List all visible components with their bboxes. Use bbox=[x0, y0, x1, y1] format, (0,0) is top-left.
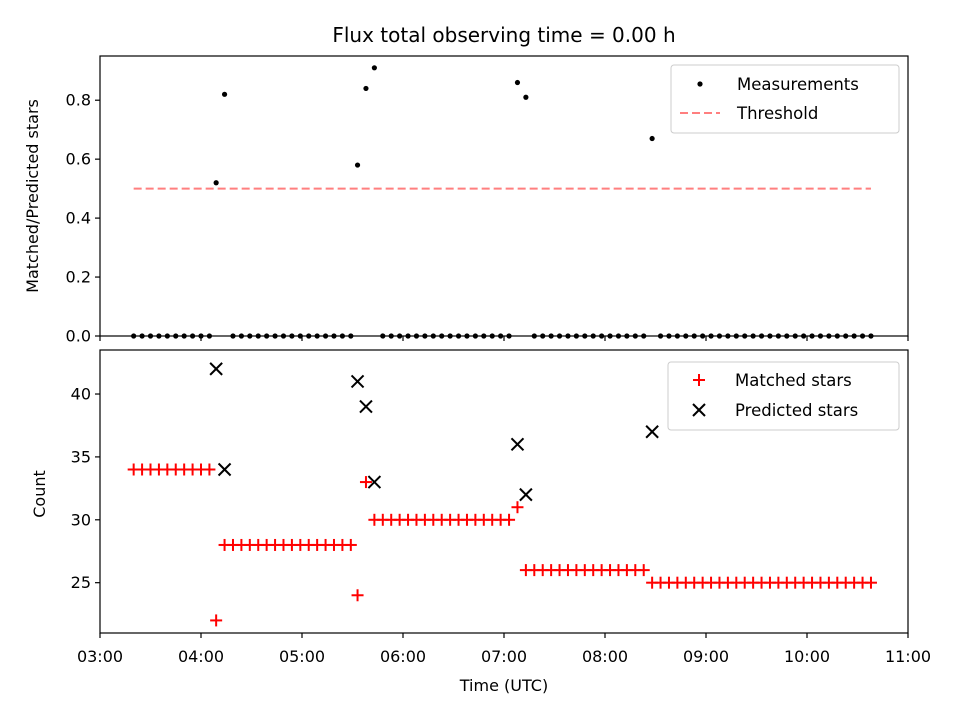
predicted-stars-point bbox=[367, 475, 382, 489]
bottom-legend-box bbox=[667, 361, 900, 431]
predicted-stars-point bbox=[645, 425, 659, 439]
x-tick-label: 10:00 bbox=[784, 647, 830, 666]
x-tick-label: 08:00 bbox=[582, 647, 628, 666]
legend-measurements-marker bbox=[697, 81, 703, 87]
top-legend: Measurements Threshold bbox=[670, 64, 900, 134]
measurement-point bbox=[514, 79, 521, 86]
x-tick-label: 11:00 bbox=[885, 647, 931, 666]
bottom-legend: Matched stars Predicted stars bbox=[667, 361, 900, 431]
measurement-point bbox=[221, 91, 228, 97]
bottom-marks bbox=[127, 362, 877, 627]
predicted-stars-point bbox=[217, 462, 232, 477]
matched-stars-point bbox=[864, 576, 877, 589]
top-y-axis-label: Matched/Predicted stars bbox=[23, 99, 42, 293]
top-y-tick-label: 0.4 bbox=[66, 209, 91, 228]
matched-stars-point bbox=[203, 463, 216, 476]
x-tick-label: 05:00 bbox=[279, 647, 325, 666]
top-panel: 0.00.20.40.60.8 Matched/Predicted stars … bbox=[23, 55, 909, 346]
matched-stars-point bbox=[210, 614, 223, 627]
matched-stars-point bbox=[359, 476, 372, 489]
top-legend-box bbox=[670, 64, 900, 134]
predicted-stars-point bbox=[510, 437, 525, 452]
predicted-stars-point bbox=[359, 399, 373, 414]
matched-stars-point bbox=[344, 538, 357, 551]
x-axis-label: Time (UTC) bbox=[459, 676, 548, 695]
legend-threshold-label: Threshold bbox=[736, 104, 818, 123]
legend-predicted-label: Predicted stars bbox=[735, 401, 858, 420]
predicted-stars-point bbox=[350, 374, 365, 389]
bottom-y-tick-label: 25 bbox=[71, 573, 91, 592]
legend-matched-marker bbox=[693, 374, 705, 386]
bottom-y-tick-label: 30 bbox=[71, 510, 91, 529]
x-tick-label: 09:00 bbox=[683, 647, 729, 666]
measurement-point bbox=[354, 162, 361, 168]
measurement-point bbox=[649, 135, 655, 142]
bottom-panel: 25 30 35 40 03:00 04:00 05:00 06:00 07:00 08:00 09… bbox=[30, 349, 931, 695]
bottom-ticks: 25 30 35 40 03:00 04:00 05:00 06:00 07:00 08:00 09… bbox=[71, 385, 931, 666]
x-tick-label: 06:00 bbox=[380, 647, 426, 666]
matched-stars-point bbox=[511, 501, 524, 514]
top-y-tick-label: 0.6 bbox=[66, 150, 91, 169]
x-tick-label: 03:00 bbox=[77, 647, 123, 666]
matched-stars-point bbox=[351, 589, 364, 602]
measurement-point bbox=[523, 94, 529, 100]
top-y-tick-label: 0.0 bbox=[66, 327, 91, 346]
top-y-tick-label: 0.8 bbox=[66, 91, 91, 110]
matched-stars-point bbox=[637, 564, 650, 577]
matched-stars-point bbox=[503, 513, 516, 526]
bottom-y-axis-label: Count bbox=[30, 470, 49, 518]
x-tick-label: 04:00 bbox=[178, 647, 224, 666]
measurement-point bbox=[213, 180, 219, 186]
x-tick-label: 07:00 bbox=[481, 647, 527, 666]
bottom-y-tick-label: 35 bbox=[71, 447, 91, 466]
predicted-stars-point bbox=[519, 487, 533, 502]
chart-title: Flux total observing time = 0.00 h bbox=[332, 23, 675, 47]
measurement-point bbox=[363, 85, 369, 92]
bottom-y-tick-label: 40 bbox=[71, 385, 91, 404]
top-ticks: 0.0 0.2 0.4 0.6 0.8 bbox=[66, 91, 909, 346]
legend-measurements-label: Measurements bbox=[737, 75, 859, 94]
predicted-stars-point bbox=[209, 362, 223, 376]
legend-matched-label: Matched stars bbox=[735, 371, 852, 390]
measurement-point bbox=[371, 65, 377, 71]
legend-predicted-marker bbox=[692, 403, 706, 417]
top-y-tick-label: 0.2 bbox=[66, 268, 91, 287]
